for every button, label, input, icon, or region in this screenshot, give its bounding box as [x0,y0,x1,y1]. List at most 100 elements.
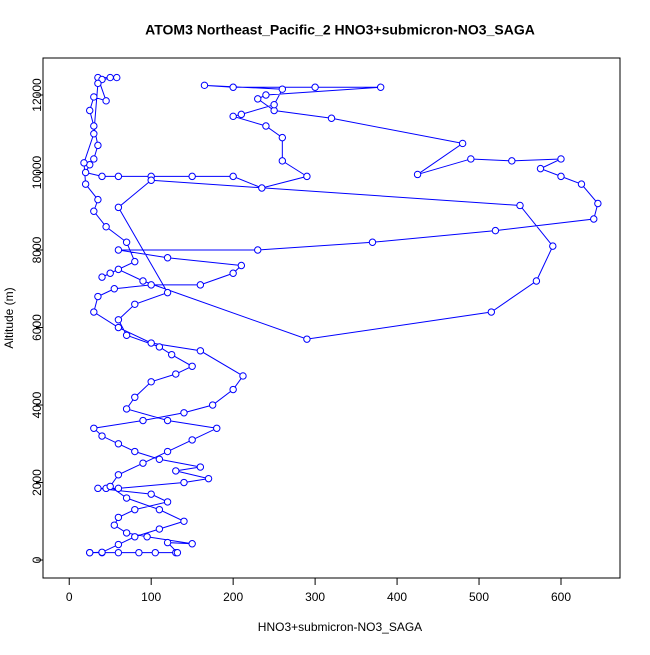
data-point [229,112,237,121]
data-point [180,517,188,525]
data-point [113,73,121,82]
data-point [163,254,172,262]
data-point [114,548,123,557]
data-point [139,416,147,425]
data-point [173,548,182,557]
data-point [303,335,311,343]
data-point [90,207,98,215]
data-point [163,288,172,297]
data-point [278,133,287,142]
data-point [155,343,164,351]
data-point [80,159,88,167]
data-point [239,372,247,380]
data-point [114,172,123,181]
data-point [114,316,123,324]
data-point [163,416,172,425]
data-point [131,505,139,514]
data-point [155,455,164,463]
data-point [90,155,98,163]
data-point [237,261,246,270]
data-point [102,97,110,105]
data-point [229,269,237,277]
data-point [94,484,102,493]
data-point [458,139,467,148]
data-point [139,277,147,285]
y-tick-label: 2000 [30,469,44,496]
data-point [229,83,237,91]
data-point [311,83,319,91]
data-point [90,308,98,316]
data-point [122,494,131,502]
data-point [254,95,262,103]
x-tick-label: 300 [305,590,325,604]
data-point [487,308,496,316]
data-point [491,226,500,235]
data-point [172,467,180,475]
x-tick-label: 600 [551,590,571,604]
data-point [94,292,102,301]
x-tick-label: 0 [66,590,73,604]
data-point [106,482,114,491]
data-point [94,79,102,88]
data-line [83,77,599,554]
x-axis-label: HNO3+submicron-NO3_SAGA [258,620,422,634]
data-point [114,540,123,549]
data-point [180,409,188,417]
data-point [110,285,119,293]
y-tick-label: 8000 [30,236,44,263]
data-point [590,215,598,223]
data-point [98,172,106,181]
data-point [114,440,123,448]
data-point [327,114,336,122]
data-point [131,533,139,541]
data-point [557,172,565,181]
data-point [106,73,114,82]
data-point [94,195,102,204]
data-point [254,246,262,254]
data-point [229,385,237,394]
data-point [90,424,98,432]
data-point [110,521,119,529]
data-point [114,471,123,479]
data-point [278,157,287,165]
data-point [188,172,196,181]
data-point [114,323,123,332]
data-point [376,83,385,91]
data-point [131,300,139,308]
data-point [508,157,516,165]
data-point [90,122,98,130]
data-point [196,281,205,289]
data-point [163,447,172,456]
data-point [86,106,94,115]
data-point [237,110,246,119]
data-point [122,405,131,413]
data-point [196,347,205,355]
data-point [94,141,102,150]
data-point [86,548,94,557]
y-tick-label: 6000 [30,314,44,341]
y-tick-label: 0 [30,556,44,563]
data-point [106,269,114,277]
data-point [577,180,586,188]
y-axis-label: Altitude (m) [2,287,16,348]
data-point [200,81,209,90]
data-point [81,168,90,177]
data-point [122,331,131,339]
data-point [163,498,172,506]
x-tick-label: 500 [469,590,489,604]
y-tick-label: 4000 [30,391,44,418]
data-point [98,548,106,556]
data-point [114,265,123,274]
data-point [270,100,278,109]
data-point [122,529,131,537]
data-point [258,184,266,192]
data-point [188,436,196,444]
data-point [557,155,565,163]
data-point [155,525,164,533]
data-point [114,246,123,254]
data-point [204,474,213,483]
data-point [196,463,205,471]
data-point [131,447,139,456]
x-tick-label: 200 [223,590,243,604]
